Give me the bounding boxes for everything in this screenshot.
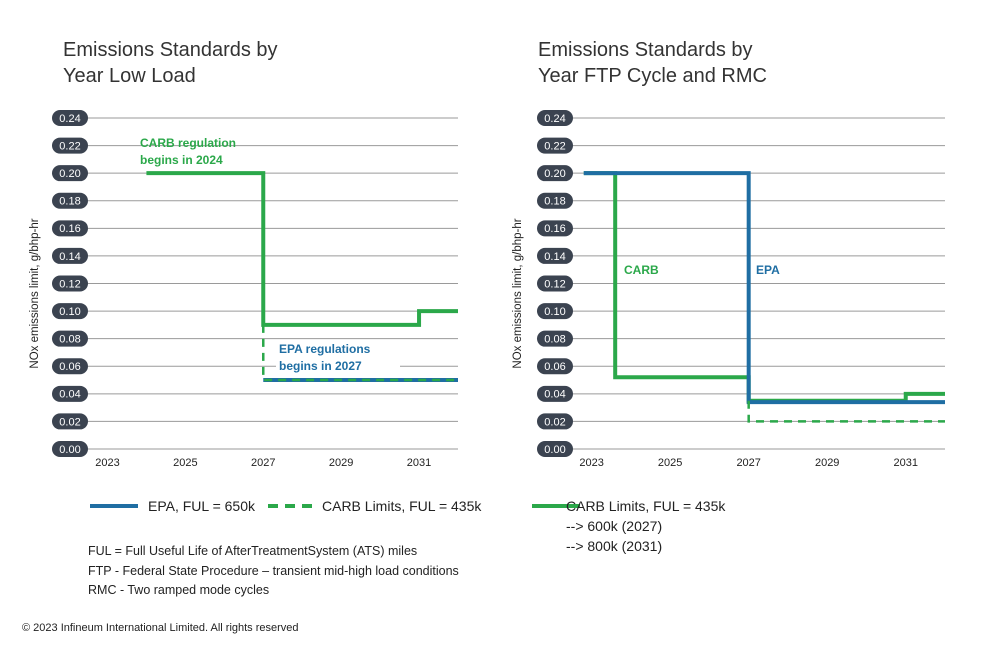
y-tick-label: 0.04 — [544, 389, 565, 401]
y-tick-pill — [52, 358, 88, 375]
y-tick-pill — [52, 413, 88, 430]
y-tick-pill — [537, 358, 573, 375]
y-tick-label: 0.12 — [544, 278, 565, 290]
y-tick-label: 0.04 — [59, 389, 80, 401]
x-tick-label: 2029 — [329, 457, 353, 469]
y-tick-pill — [52, 110, 88, 126]
x-tick-label: 2031 — [407, 457, 431, 469]
annotation: CARB — [624, 263, 659, 277]
y-tick-label: 0.02 — [59, 416, 80, 428]
y-tick-label: 0.12 — [59, 278, 80, 290]
y-tick-pill — [52, 330, 88, 347]
y-tick-pill — [537, 220, 573, 237]
x-tick-label: 2029 — [815, 457, 839, 469]
legend-label: CARB Limits, FUL = 435k --> 600k (2027) … — [566, 498, 726, 554]
copyright: © 2023 Infineum International Limited. A… — [22, 622, 299, 634]
y-tick-pill — [537, 275, 573, 292]
y-axis-label: NOx emissions limit, g/bhp-hr — [512, 218, 524, 368]
footnote: RMC - Two ramped mode cycles — [88, 583, 270, 597]
y-tick-pill — [537, 330, 573, 347]
y-tick-pill — [537, 441, 573, 457]
x-tick-label: 2025 — [173, 457, 197, 469]
series-line — [747, 400, 945, 423]
y-tick-pill — [52, 220, 88, 237]
y-tick-pill — [52, 275, 88, 292]
footnote: FUL = Full Useful Life of AfterTreatment… — [88, 544, 418, 558]
y-tick-label: 0.06 — [544, 361, 565, 373]
y-tick-pill — [537, 413, 573, 430]
annotation: EPA — [756, 263, 780, 277]
y-tick-label: 0.06 — [59, 361, 80, 373]
legend-label: CARB Limits, FUL = 435k — [322, 498, 482, 514]
y-tick-label: 0.08 — [59, 334, 80, 346]
annotation: EPA regulations begins in 2027 — [276, 340, 400, 376]
y-tick-label: 0.00 — [544, 444, 565, 456]
x-tick-label: 2027 — [736, 457, 760, 469]
series-line — [583, 171, 945, 405]
y-tick-label: 0.18 — [59, 196, 80, 208]
y-tick-label: 0.02 — [544, 416, 565, 428]
y-tick-pill — [537, 247, 573, 264]
y-tick-label: 0.00 — [59, 444, 80, 456]
y-tick-label: 0.16 — [59, 223, 80, 235]
x-tick-label: 2025 — [658, 457, 682, 469]
y-tick-pill — [537, 385, 573, 402]
series-line — [262, 324, 458, 382]
y-tick-pill — [52, 385, 88, 402]
annotation: CARB regulation begins in 2024 — [140, 136, 236, 167]
y-tick-label: 0.16 — [544, 223, 565, 235]
y-tick-pill — [537, 303, 573, 320]
series-line — [146, 171, 458, 327]
chart-title: Emissions Standards by Year FTP Cycle an… — [538, 39, 767, 87]
footnote: FTP - Federal State Procedure – transien… — [88, 563, 459, 578]
chart-title: Emissions Standards by Year Low Load — [63, 39, 278, 87]
y-tick-label: 0.22 — [59, 140, 80, 152]
y-tick-label: 0.24 — [544, 113, 565, 125]
y-tick-label: 0.14 — [544, 251, 565, 263]
y-tick-pill — [52, 303, 88, 320]
legend-label: EPA, FUL = 650k — [148, 498, 255, 514]
x-tick-label: 2031 — [893, 457, 917, 469]
y-tick-pill — [52, 247, 88, 264]
y-tick-pill — [52, 165, 88, 182]
y-tick-pill — [537, 165, 573, 182]
y-tick-pill — [537, 192, 573, 209]
y-tick-pill — [537, 137, 573, 154]
y-tick-label: 0.20 — [544, 168, 565, 180]
y-tick-label: 0.22 — [544, 140, 565, 152]
y-tick-pill — [52, 192, 88, 209]
y-tick-label: 0.08 — [544, 334, 565, 346]
x-tick-label: 2023 — [579, 457, 603, 469]
y-tick-label: 0.10 — [59, 306, 80, 318]
y-axis-label: NOx emissions limit, g/bhp-hr — [29, 218, 41, 368]
x-tick-label: 2027 — [251, 457, 275, 469]
x-tick-label: 2023 — [95, 457, 119, 469]
y-tick-label: 0.14 — [59, 251, 80, 263]
y-tick-label: 0.20 — [59, 168, 80, 180]
y-tick-pill — [52, 441, 88, 457]
y-tick-label: 0.10 — [544, 306, 565, 318]
y-tick-pill — [537, 110, 573, 126]
y-tick-label: 0.24 — [59, 113, 80, 125]
y-tick-pill — [52, 137, 88, 154]
y-tick-label: 0.18 — [544, 196, 565, 208]
